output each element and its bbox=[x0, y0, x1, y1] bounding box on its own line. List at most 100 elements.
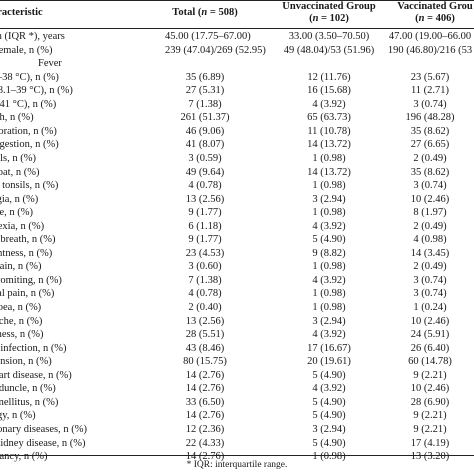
table-row: orexia, n (%) 6 (1.18) 4 (3.92) 2 (0.49) bbox=[0, 220, 474, 234]
row-label: t pain, n (%) bbox=[0, 261, 42, 273]
cell-vaccinated: 35 (8.62) bbox=[410, 166, 450, 178]
cell-total: 27 (5.31) bbox=[185, 85, 225, 97]
row-label: orexia, n (%) bbox=[0, 220, 45, 232]
cell-vaccinated: 9 (2.21) bbox=[413, 423, 447, 435]
cell-total: 12 (2.36) bbox=[185, 423, 225, 435]
cell-vaccinated: 24 (5.91) bbox=[410, 329, 450, 341]
cell-vaccinated: 3 (0.74) bbox=[413, 98, 447, 110]
cell-unvaccinated: 1 (0.98) bbox=[312, 288, 346, 300]
cell-total: 6 (1.18) bbox=[188, 220, 222, 232]
cell-vaccinated: 190 (46.80)/216 (53 bbox=[387, 44, 473, 56]
table-row: Fever bbox=[0, 57, 474, 71]
row-label: gue, n (%) bbox=[0, 207, 34, 219]
cell-total: 4 (0.78) bbox=[188, 180, 222, 192]
row-label: of breath, n (%) bbox=[0, 234, 56, 246]
cell-total: 35 (6.89) bbox=[185, 71, 225, 83]
table-row: .3–38 °C), n (%) 35 (6.89) 12 (11.76) 23 (5… bbox=[0, 71, 474, 85]
cell-total: 43 (8.46) bbox=[185, 342, 225, 354]
table-row: rtension, n (%) 80 (15.75) 20 (19.61) 60 (1… bbox=[0, 355, 474, 369]
header-characteristic: aracteristic bbox=[0, 7, 43, 18]
row-label: ightness, n (%) bbox=[0, 247, 53, 259]
cell-unvaccinated: 20 (19.61) bbox=[307, 356, 351, 368]
cell-unvaccinated: 33.00 (3.50–70.50) bbox=[288, 31, 370, 42]
cell-vaccinated: 2 (0.49) bbox=[413, 152, 447, 164]
cell-vaccinated: 28 (6.90) bbox=[410, 396, 450, 408]
row-label: peduncle, n (%) bbox=[0, 383, 56, 395]
table-footnote: * IQR: interquartile range. bbox=[186, 460, 288, 470]
row-label: .3–38 °C), n (%) bbox=[0, 71, 59, 83]
cell-unvaccinated: 1 (0.98) bbox=[312, 302, 346, 313]
table-row: inal pain, n (%) 4 (0.78) 1 (0.98) 3 (0.74) bbox=[0, 287, 474, 301]
cell-vaccinated: 14 (3.45) bbox=[410, 247, 450, 259]
cell-unvaccinated: 5 (4.90) bbox=[312, 234, 346, 246]
cell-total: 14 (2.76) bbox=[185, 451, 225, 463]
row-label: ecoration, n (%) bbox=[0, 125, 57, 137]
cell-vaccinated: 35 (8.62) bbox=[410, 125, 450, 137]
table-row: f female, n (%) 239 (47.04)/269 (52.95) 49… bbox=[0, 44, 474, 58]
cell-unvaccinated: 3 (2.94) bbox=[312, 423, 346, 435]
cell-total: 14 (2.76) bbox=[185, 410, 225, 422]
table-row: dache, n (%) 13 (2.56) 3 (2.94) 10 (2.46) bbox=[0, 315, 474, 329]
cell-unvaccinated: 4 (3.92) bbox=[312, 98, 346, 110]
row-label: monary diseases, n (%) bbox=[0, 423, 87, 435]
header-total: Total (n = 508) bbox=[165, 7, 245, 19]
cell-vaccinated: 13 (3.20) bbox=[410, 451, 450, 463]
table-row: s mellitus, n (%) 33 (6.50) 5 (4.90) 28 (6.… bbox=[0, 396, 474, 410]
cell-total: 13 (2.56) bbox=[185, 193, 225, 205]
cell-unvaccinated: 4 (3.92) bbox=[312, 383, 346, 395]
cell-total: 23 (4.53) bbox=[185, 247, 225, 259]
row-label: rtension, n (%) bbox=[0, 356, 52, 368]
cell-vaccinated: 9 (2.21) bbox=[413, 410, 447, 422]
row-label: dache, n (%) bbox=[0, 315, 43, 327]
header-vaccinated: Vaccinated Grou (n = 406) bbox=[380, 1, 474, 25]
cell-vaccinated: 10 (2.46) bbox=[410, 193, 450, 205]
row-label: r kidney disease, n (%) bbox=[0, 437, 86, 449]
cell-unvaccinated: 1 (0.98) bbox=[312, 180, 346, 192]
cell-vaccinated: 3 (0.74) bbox=[413, 274, 447, 286]
row-label: hills, n (%) bbox=[0, 152, 36, 164]
cell-total: 49 (9.64) bbox=[185, 166, 225, 178]
table-row: (38.1–39 °C), n (%) 27 (5.31) 16 (15.68) 11… bbox=[0, 84, 474, 98]
cell-vaccinated: 8 (1.97) bbox=[413, 207, 447, 219]
table-row: hills, n (%) 3 (0.59) 1 (0.98) 2 (0.49) bbox=[0, 152, 474, 166]
cell-total: 28 (5.51) bbox=[185, 329, 225, 341]
cell-vaccinated: 10 (2.46) bbox=[410, 383, 450, 395]
cell-total: 7 (1.38) bbox=[188, 274, 222, 286]
row-label: ry infection, n (%) bbox=[0, 342, 67, 354]
cell-unvaccinated: 1 (0.98) bbox=[312, 451, 346, 463]
cell-total: 9 (1.77) bbox=[188, 234, 222, 246]
cell-vaccinated: 9 (2.21) bbox=[413, 369, 447, 381]
cell-total: 3 (0.60) bbox=[188, 261, 222, 273]
cell-vaccinated: 10 (2.46) bbox=[410, 315, 450, 327]
table-row: ry infection, n (%) 43 (8.46) 17 (16.67) 26… bbox=[0, 342, 474, 356]
table-row: r vomiting, n (%) 7 (1.38) 4 (3.92) 3 (0.74… bbox=[0, 274, 474, 288]
row-label: gnancy, n (%) bbox=[0, 451, 48, 463]
cell-vaccinated: 26 (6.40) bbox=[410, 342, 450, 354]
cell-total: 2 (0.40) bbox=[188, 302, 222, 313]
cell-total: 41 (8.07) bbox=[185, 139, 225, 151]
table-row: ongestion, n (%) 41 (8.07) 14 (13.72) 27 (6… bbox=[0, 138, 474, 152]
header-vaccinated-line1: Vaccinated Grou bbox=[397, 1, 473, 12]
header-bottom-rule bbox=[0, 28, 474, 29]
table-row: gue, n (%) 9 (1.77) 1 (0.98) 8 (1.97) bbox=[0, 206, 474, 220]
header-unvaccinated-line1: Unvaccinated Group bbox=[282, 1, 376, 12]
cell-total: 13 (2.56) bbox=[185, 315, 225, 327]
cell-unvaccinated: 16 (15.68) bbox=[307, 85, 351, 97]
table-row: t pain, n (%) 3 (0.60) 1 (0.98) 2 (0.49) bbox=[0, 260, 474, 274]
cell-total: 14 (2.76) bbox=[185, 369, 225, 381]
row-label: inal pain, n (%) bbox=[0, 288, 55, 300]
cell-unvaccinated: 11 (10.78) bbox=[307, 125, 351, 137]
cell-unvaccinated: 4 (3.92) bbox=[312, 274, 346, 286]
cell-vaccinated: 23 (5.67) bbox=[410, 71, 450, 83]
table-row: ightness, n (%) 23 (4.53) 9 (8.82) 14 (3.45… bbox=[0, 247, 474, 261]
row-label: ergy, n (%) bbox=[0, 410, 36, 422]
row-label: ugh, n (%) bbox=[0, 112, 34, 124]
table-row: ecoration, n (%) 46 (9.06) 11 (10.78) 35 (8… bbox=[0, 125, 474, 139]
cell-vaccinated: 2 (0.49) bbox=[413, 261, 447, 273]
cell-total: 46 (9.06) bbox=[185, 125, 225, 137]
cell-total: 33 (6.50) bbox=[185, 396, 225, 408]
cell-vaccinated: 3 (0.74) bbox=[413, 180, 447, 192]
row-label: ian (IQR *), years bbox=[0, 31, 65, 42]
row-label: r vomiting, n (%) bbox=[0, 274, 62, 286]
table-bottom-rule bbox=[0, 455, 474, 456]
